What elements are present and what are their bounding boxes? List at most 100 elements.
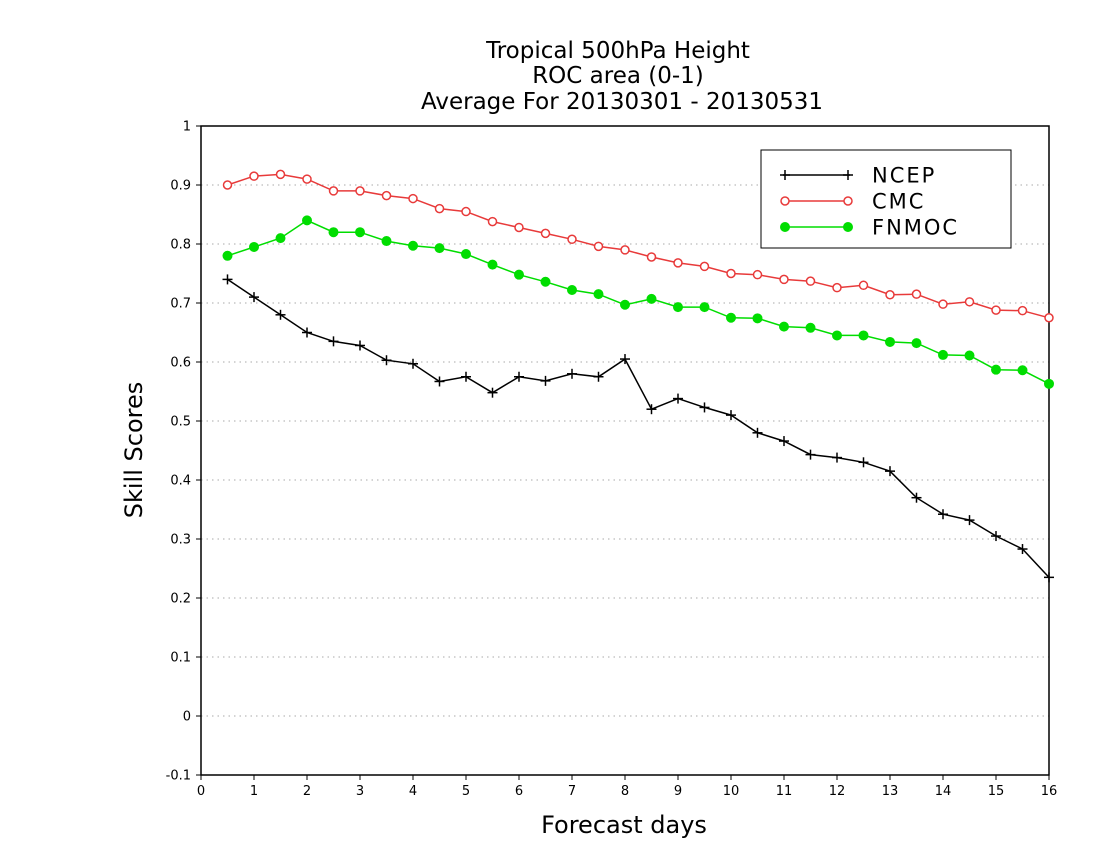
data-point: [1017, 305, 1028, 316]
data-point: [249, 171, 259, 181]
data-point: [355, 186, 365, 196]
x-tick-label: 10: [723, 784, 740, 799]
data-point: [222, 274, 233, 285]
data-point: [381, 236, 392, 247]
data-point: [593, 241, 604, 252]
data-point: [434, 203, 445, 214]
grid: [201, 184, 1049, 717]
title-line-2: ROC area (0-1): [532, 63, 704, 89]
data-point: [780, 170, 790, 180]
data-point: [567, 234, 577, 245]
data-point: [593, 289, 604, 300]
data-point: [885, 336, 895, 347]
data-point: [805, 322, 816, 333]
data-point: [699, 261, 710, 272]
data-point: [487, 216, 498, 227]
x-tick-label: 5: [462, 784, 470, 799]
data-point: [991, 305, 1001, 315]
y-tick-label: 0.1: [170, 651, 191, 666]
data-point: [699, 302, 710, 313]
data-point: [673, 302, 683, 313]
series-lines: [222, 169, 1054, 583]
x-tick-label: 11: [776, 784, 793, 799]
axis-ticks: -0.100.10.20.30.40.50.60.70.80.910 1 2 3 4 5 6…: [166, 120, 1058, 800]
legend-item-ncep: NCEP: [780, 164, 934, 188]
data-point: [938, 349, 948, 360]
data-point: [461, 249, 471, 260]
data-point: [567, 368, 577, 379]
data-point: [699, 402, 710, 413]
data-point: [1044, 572, 1054, 583]
data-point: [885, 466, 895, 477]
data-point: [832, 452, 842, 463]
data-point: [832, 330, 842, 341]
x-tick-label: 1: [250, 784, 258, 799]
data-point: [620, 299, 630, 310]
data-point: [302, 215, 312, 226]
data-point: [275, 309, 286, 320]
data-point: [991, 364, 1001, 375]
data-point: [911, 492, 922, 503]
data-point: [646, 252, 657, 262]
series-fnmoc: [222, 215, 1054, 389]
data-point: [646, 293, 657, 304]
title-line-1: Tropical 500hPa Height: [485, 38, 750, 64]
data-point: [514, 371, 524, 382]
data-point: [381, 190, 392, 201]
legend-label: FNMOC: [872, 216, 959, 240]
data-point: [540, 375, 551, 386]
data-point: [964, 515, 975, 526]
legend-item-cmc: CMC: [780, 190, 925, 214]
legend-label: CMC: [872, 190, 925, 214]
data-point: [408, 358, 418, 369]
data-point: [302, 327, 312, 338]
y-tick-label: 0.7: [170, 297, 191, 312]
x-tick-label: 14: [935, 784, 952, 799]
data-point: [911, 289, 922, 299]
data-point: [779, 274, 789, 285]
data-point: [843, 222, 853, 232]
data-point: [434, 376, 445, 387]
data-point: [726, 312, 736, 323]
y-tick-label: 0.3: [170, 533, 191, 548]
data-point: [355, 340, 365, 351]
data-point: [461, 371, 471, 382]
legend-box: [760, 149, 1012, 249]
data-point: [461, 206, 471, 217]
data-point: [843, 196, 853, 206]
x-tick-label: 4: [409, 784, 417, 799]
data-point: [249, 241, 259, 252]
x-tick-label: 8: [621, 784, 629, 799]
data-point: [805, 449, 816, 460]
y-tick-label: 0.4: [170, 474, 191, 489]
data-point: [779, 321, 789, 332]
legend-item-fnmoc: FNMOC: [780, 216, 959, 240]
data-point: [780, 222, 790, 232]
data-point: [858, 330, 869, 341]
y-tick-label: -0.1: [166, 769, 191, 784]
data-point: [222, 180, 233, 190]
series-cmc: [222, 169, 1054, 323]
data-point: [964, 350, 975, 361]
chart-title: Tropical 500hPa Height ROC area (0-1) Av…: [421, 38, 823, 115]
x-tick-label: 2: [303, 784, 311, 799]
data-point: [381, 355, 392, 366]
x-axis-label: Forecast days: [541, 811, 707, 839]
data-point: [752, 269, 763, 280]
data-point: [646, 404, 657, 415]
data-point: [487, 387, 498, 398]
data-point: [805, 276, 816, 286]
data-point: [408, 240, 418, 251]
data-point: [938, 509, 948, 520]
title-line-3: Average For 20130301 - 20130531: [421, 89, 823, 115]
x-tick-label: 0: [197, 784, 205, 799]
x-tick-label: 15: [988, 784, 1005, 799]
data-point: [780, 196, 790, 206]
y-tick-label: 0.9: [170, 179, 191, 194]
data-point: [620, 354, 630, 365]
data-point: [858, 280, 869, 291]
y-tick-label: 0: [183, 710, 191, 725]
data-point: [843, 170, 853, 180]
